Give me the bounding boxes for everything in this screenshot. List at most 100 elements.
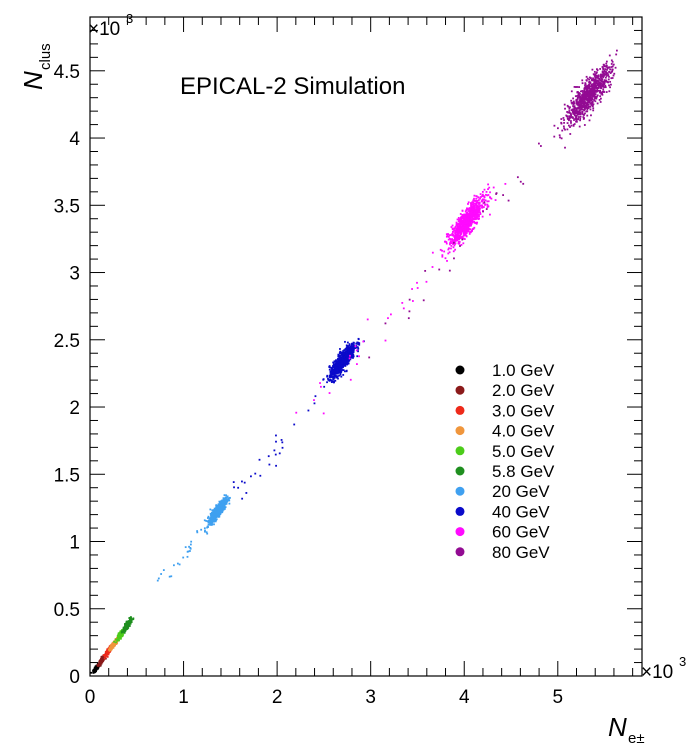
data-point: [454, 248, 457, 251]
data-point: [408, 310, 411, 313]
data-point: [122, 631, 125, 633]
data-point: [583, 93, 586, 96]
data-point: [465, 211, 468, 214]
data-point: [468, 228, 470, 230]
data-point: [107, 653, 110, 656]
data-point: [341, 366, 344, 369]
data-point: [350, 346, 353, 349]
data-point: [606, 72, 609, 75]
data-point: [569, 126, 571, 128]
chart-title: EPICAL-2 Simulation: [180, 73, 405, 100]
data-point: [585, 86, 588, 89]
data-point: [461, 235, 464, 238]
data-point: [223, 494, 226, 497]
data-point: [599, 75, 602, 78]
data-point: [483, 196, 486, 198]
data-point: [125, 620, 128, 623]
data-point: [587, 87, 590, 90]
data-point: [471, 219, 474, 222]
data-point: [335, 374, 337, 377]
data-point: [456, 235, 459, 238]
data-point: [468, 221, 471, 224]
data-point: [452, 230, 454, 233]
data-point: [456, 224, 459, 227]
data-point: [462, 226, 465, 229]
data-point: [570, 114, 573, 117]
data-point: [401, 301, 404, 304]
data-point: [224, 506, 226, 509]
data-point: [119, 637, 122, 640]
data-point: [485, 208, 488, 210]
data-point: [384, 322, 387, 325]
data-point: [337, 353, 340, 356]
data-point: [582, 100, 585, 103]
data-point: [351, 352, 354, 355]
data-point: [562, 125, 565, 128]
data-point: [118, 634, 121, 636]
data-point: [470, 202, 472, 204]
data-point: [595, 71, 598, 74]
data-point: [459, 245, 461, 247]
data-point: [456, 218, 459, 221]
data-point: [468, 210, 471, 212]
data-point: [578, 107, 581, 110]
data-point: [221, 506, 224, 509]
data-point: [335, 366, 338, 369]
data-point: [331, 376, 334, 378]
data-point: [586, 77, 589, 80]
data-point: [227, 497, 230, 500]
data-point: [454, 238, 457, 241]
data-point: [601, 78, 604, 81]
data-point: [336, 362, 339, 365]
data-point: [337, 360, 340, 363]
data-point: [447, 235, 450, 238]
data-point: [358, 355, 360, 358]
data-point: [606, 67, 609, 70]
data-point: [469, 221, 472, 224]
data-point: [459, 224, 462, 227]
data-point: [128, 617, 131, 619]
data-point: [467, 203, 469, 205]
y-tick-label: 0: [69, 667, 80, 688]
data-point: [569, 116, 572, 119]
data-point: [454, 237, 457, 239]
data-point: [124, 624, 127, 627]
data-point: [492, 186, 495, 189]
data-point: [160, 573, 163, 575]
data-point: [214, 515, 217, 517]
y-tick-label: 2.5: [54, 331, 80, 352]
data-point: [487, 183, 490, 186]
data-point: [599, 83, 602, 86]
data-point: [584, 94, 587, 96]
data-point: [328, 368, 331, 371]
x-multiplier-base: ×10: [641, 662, 673, 683]
data-point: [583, 109, 586, 112]
data-point: [576, 112, 579, 115]
data-point: [326, 375, 329, 378]
data-point: [586, 110, 589, 113]
data-point: [577, 116, 580, 118]
data-point: [216, 507, 219, 509]
data-point: [224, 502, 227, 505]
data-point: [275, 434, 277, 437]
data-point: [347, 346, 350, 349]
data-point: [608, 75, 610, 78]
data-point: [445, 241, 448, 243]
data-point: [341, 354, 344, 357]
data-point: [156, 579, 159, 582]
data-point: [596, 94, 599, 97]
data-point: [486, 204, 489, 207]
data-point: [207, 523, 210, 526]
data-point: [560, 118, 563, 120]
data-point: [463, 237, 465, 240]
data-point: [458, 218, 460, 221]
x-tick-label: 5: [553, 687, 564, 708]
data-point: [102, 654, 105, 656]
data-point: [336, 364, 338, 367]
data-point: [585, 96, 588, 99]
data-point: [605, 73, 608, 76]
legend-label: 40 GeV: [492, 502, 550, 521]
legend-label: 20 GeV: [492, 482, 550, 501]
data-point: [462, 216, 465, 219]
data-point: [335, 375, 337, 378]
